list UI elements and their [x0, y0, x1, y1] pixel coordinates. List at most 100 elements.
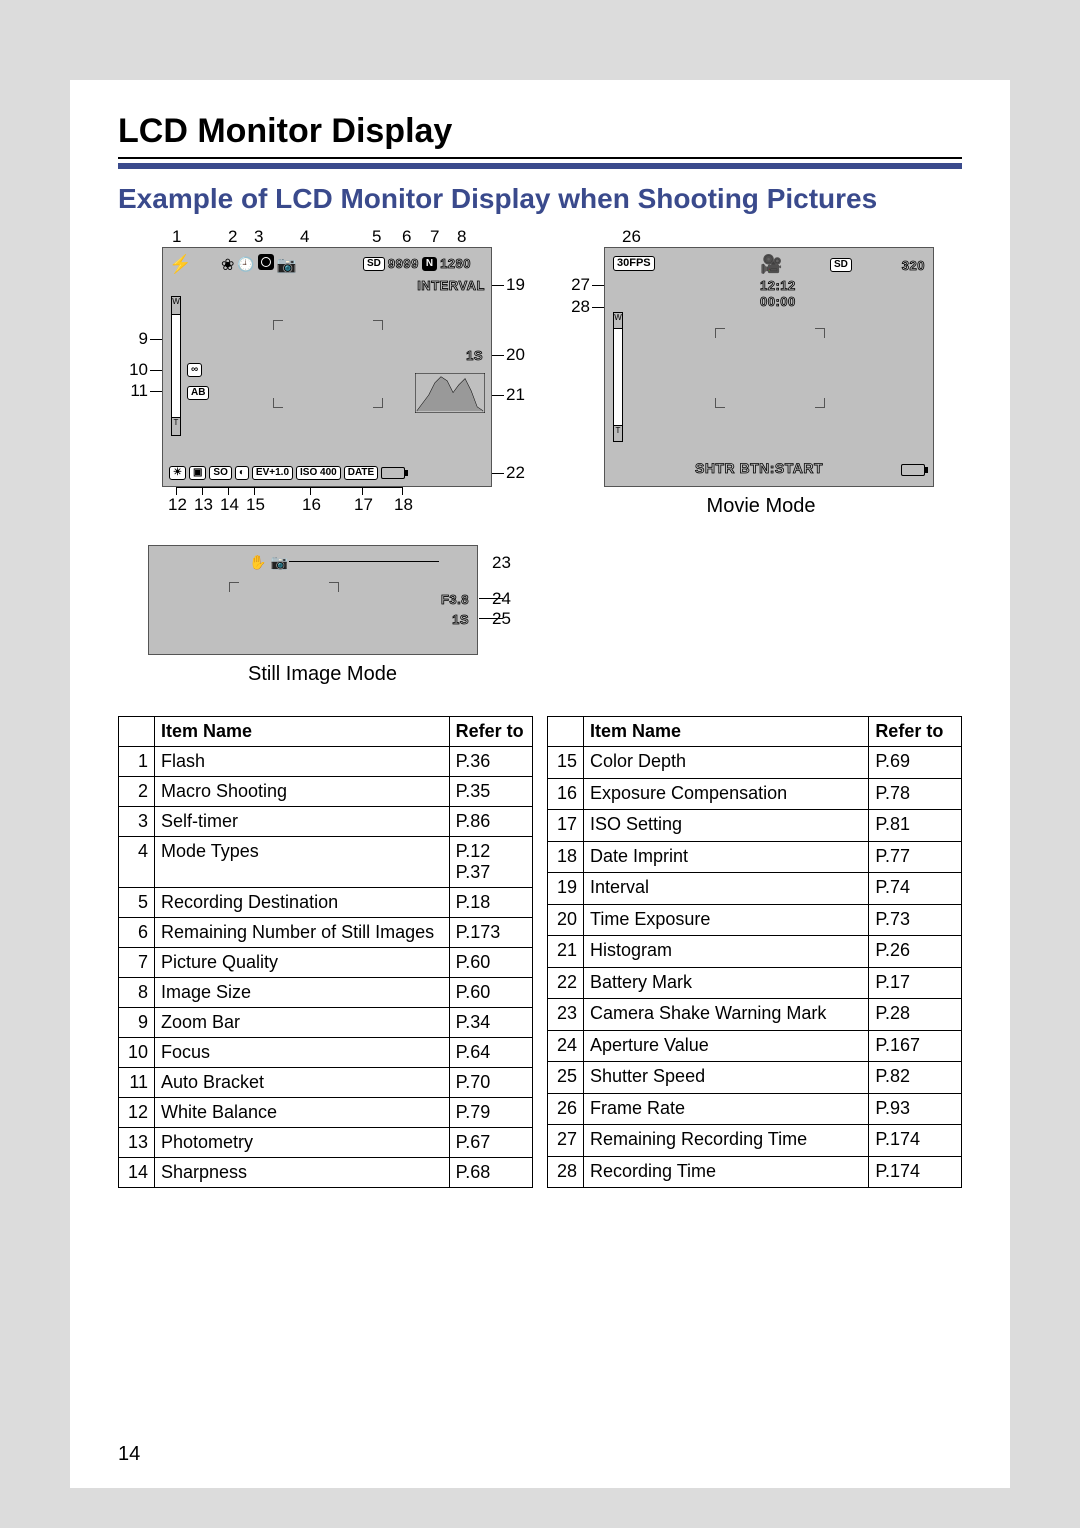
cell-ref: P.81 [869, 810, 962, 842]
focus-corner [329, 582, 339, 592]
table-row: 3Self-timerP.86 [119, 807, 533, 837]
cell-item: Frame Rate [584, 1093, 869, 1125]
histogram-icon [415, 373, 485, 413]
wb-icon: ☀ [169, 466, 186, 480]
cell-num: 23 [548, 999, 584, 1031]
col-ref: Refer to [449, 717, 532, 747]
callout-16: 16 [302, 495, 321, 515]
table-row: 14SharpnessP.68 [119, 1158, 533, 1188]
macro-icon: ❀ [221, 255, 234, 275]
flash-icon: ⚡ [169, 254, 191, 275]
page-number: 14 [118, 1443, 140, 1466]
cell-num: 4 [119, 837, 155, 888]
cell-ref: P.174 [869, 1156, 962, 1188]
table-row: 11Auto BracketP.70 [119, 1068, 533, 1098]
cell-num: 25 [548, 1062, 584, 1094]
callout-17: 17 [354, 495, 373, 515]
infinity-icon: ∞ [187, 363, 202, 377]
callout-22: 22 [506, 463, 525, 483]
col-item: Item Name [155, 717, 450, 747]
cell-ref: P.67 [449, 1128, 532, 1158]
table-row: 17ISO SettingP.81 [548, 810, 962, 842]
table-row: 20Time ExposureP.73 [548, 904, 962, 936]
callout-24: 24 [492, 589, 511, 609]
date-label: DATE [344, 466, 378, 480]
cell-item: Battery Mark [584, 967, 869, 999]
callout-26: 26 [622, 227, 641, 247]
col-item: Item Name [584, 717, 869, 747]
cell-item: Exposure Compensation [584, 778, 869, 810]
time-1: 12:12 [760, 278, 796, 293]
callout-3: 3 [254, 227, 263, 247]
callout-28: 28 [571, 297, 590, 317]
cell-num: 5 [119, 888, 155, 918]
shake-icon: ✋ [249, 554, 266, 571]
table-row: 16Exposure CompensationP.78 [548, 778, 962, 810]
cell-ref: P.12P.37 [449, 837, 532, 888]
cell-ref: P.35 [449, 777, 532, 807]
cell-item: Color Depth [584, 747, 869, 779]
focus-corner [373, 398, 383, 408]
cell-ref: P.82 [869, 1062, 962, 1094]
callout-21: 21 [506, 385, 525, 405]
cell-item: Remaining Number of Still Images [155, 918, 450, 948]
color-depth-icon: ◐ [235, 466, 249, 480]
cell-num: 1 [119, 747, 155, 777]
col-num [548, 717, 584, 747]
reference-tables: Item Name Refer to 1FlashP.362Macro Shoo… [118, 716, 962, 1188]
cell-item: Remaining Recording Time [584, 1125, 869, 1157]
cell-item: Photometry [155, 1128, 450, 1158]
cell-ref: P.77 [869, 841, 962, 873]
table-row: 7Picture QualityP.60 [119, 948, 533, 978]
iso-label: ISO 400 [296, 466, 341, 480]
callout-13: 13 [194, 495, 213, 515]
cell-item: Interval [584, 873, 869, 905]
cell-item: Flash [155, 747, 450, 777]
cell-ref: P.174 [869, 1125, 962, 1157]
cell-ref: P.69 [869, 747, 962, 779]
cell-num: 16 [548, 778, 584, 810]
timer-icon: 🕘 [237, 256, 254, 273]
cell-num: 26 [548, 1093, 584, 1125]
cell-item: Macro Shooting [155, 777, 450, 807]
focus-corner [229, 582, 239, 592]
callout-4: 4 [300, 227, 309, 247]
callout-7: 7 [430, 227, 439, 247]
callout-25: 25 [492, 609, 511, 629]
cell-ref: P.28 [869, 999, 962, 1031]
lcd-still: ⚡ ❀ 🕘 📷 SD 9999 N 1280 INTERVAL [162, 247, 492, 487]
cell-item: Recording Time [584, 1156, 869, 1188]
cell-num: 11 [119, 1068, 155, 1098]
cell-num: 20 [548, 904, 584, 936]
table-row: 22Battery MarkP.17 [548, 967, 962, 999]
cell-item: Camera Shake Warning Mark [584, 999, 869, 1031]
focus-corner [715, 328, 725, 338]
still-caption: Still Image Mode [248, 663, 536, 686]
cell-num: 15 [548, 747, 584, 779]
cell-item: Recording Destination [155, 888, 450, 918]
shutter-time: 1S [466, 348, 483, 363]
cell-ref: P.17 [869, 967, 962, 999]
table-row: 24Aperture ValueP.167 [548, 1030, 962, 1062]
cell-item: Time Exposure [584, 904, 869, 936]
table-row: 28Recording TimeP.174 [548, 1156, 962, 1188]
cell-num: 6 [119, 918, 155, 948]
callout-11: 11 [130, 381, 148, 401]
callout-10: 10 [129, 360, 148, 380]
cell-num: 21 [548, 936, 584, 968]
callout-12: 12 [168, 495, 187, 515]
callout-20: 20 [506, 345, 525, 365]
focus-corner [273, 398, 283, 408]
cell-item: Aperture Value [584, 1030, 869, 1062]
cell-ref: P.60 [449, 978, 532, 1008]
ab-icon: AB [187, 386, 209, 400]
cell-num: 9 [119, 1008, 155, 1038]
quality-icon: N [422, 257, 437, 271]
cell-ref: P.167 [869, 1030, 962, 1062]
sd-icon: SD [363, 257, 385, 271]
callout-27: 27 [571, 275, 590, 295]
callout-2: 2 [228, 227, 237, 247]
cell-ref: P.70 [449, 1068, 532, 1098]
cell-ref: P.78 [869, 778, 962, 810]
ev-label: EV+1.0 [252, 466, 293, 480]
